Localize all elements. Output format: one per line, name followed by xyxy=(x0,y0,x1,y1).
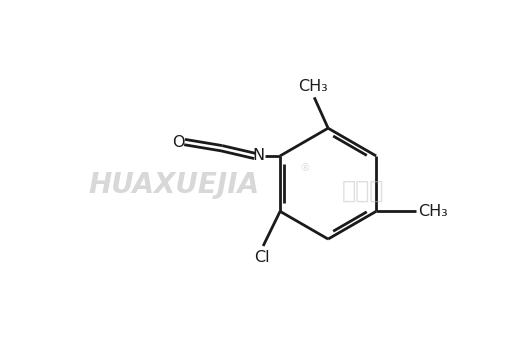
Text: ®: ® xyxy=(300,163,310,173)
Text: CH₃: CH₃ xyxy=(298,79,328,94)
Text: 化学加: 化学加 xyxy=(342,179,384,203)
Text: CH₃: CH₃ xyxy=(419,204,448,219)
Text: HUAXUEJIA: HUAXUEJIA xyxy=(88,171,259,199)
Text: O: O xyxy=(172,135,185,150)
Text: Cl: Cl xyxy=(254,250,269,265)
Text: N: N xyxy=(253,148,265,163)
